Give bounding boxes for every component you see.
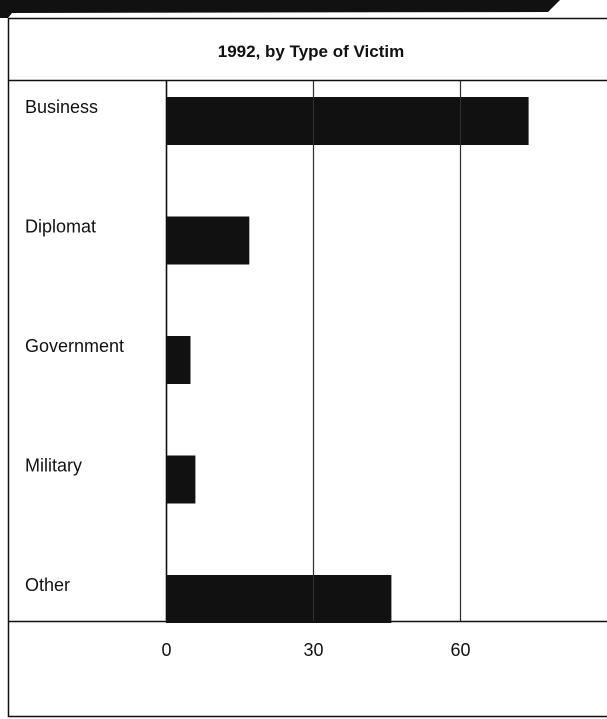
bar-business bbox=[166, 97, 529, 145]
top-banner bbox=[0, 0, 560, 18]
bar-government bbox=[166, 336, 191, 384]
x-tick-labels: 0 30 60 bbox=[161, 640, 470, 660]
category-labels: Business Diplomat Government Military Other bbox=[25, 97, 124, 595]
x-tick-label: 0 bbox=[161, 640, 171, 660]
x-tick-label: 30 bbox=[303, 640, 323, 660]
bar-diplomat bbox=[166, 216, 250, 265]
bars bbox=[166, 81, 529, 623]
chart-title: 1992, by Type of Victim bbox=[218, 42, 404, 61]
category-label: Other bbox=[25, 575, 70, 595]
category-label: Diplomat bbox=[25, 217, 96, 237]
category-label: Business bbox=[25, 97, 98, 117]
bar-military bbox=[166, 455, 196, 504]
chart-frame bbox=[7, 17, 607, 718]
category-label: Government bbox=[25, 336, 124, 356]
bar-other bbox=[166, 575, 392, 623]
x-tick-label: 60 bbox=[450, 640, 470, 660]
category-label: Military bbox=[25, 456, 82, 476]
